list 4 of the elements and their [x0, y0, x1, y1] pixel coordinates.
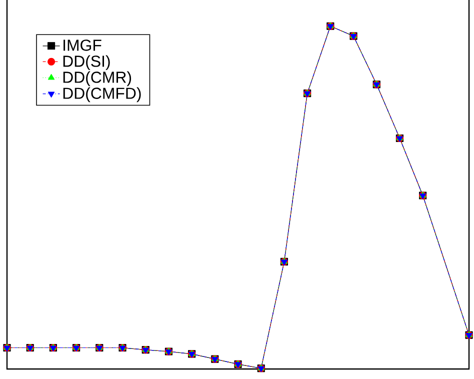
- legend-label: IMGF: [64, 40, 102, 51]
- legend-label: DD(SI): [63, 55, 110, 70]
- legend-label: DD(CMR): [63, 71, 132, 86]
- legend-label: DD(CMFD): [63, 87, 141, 102]
